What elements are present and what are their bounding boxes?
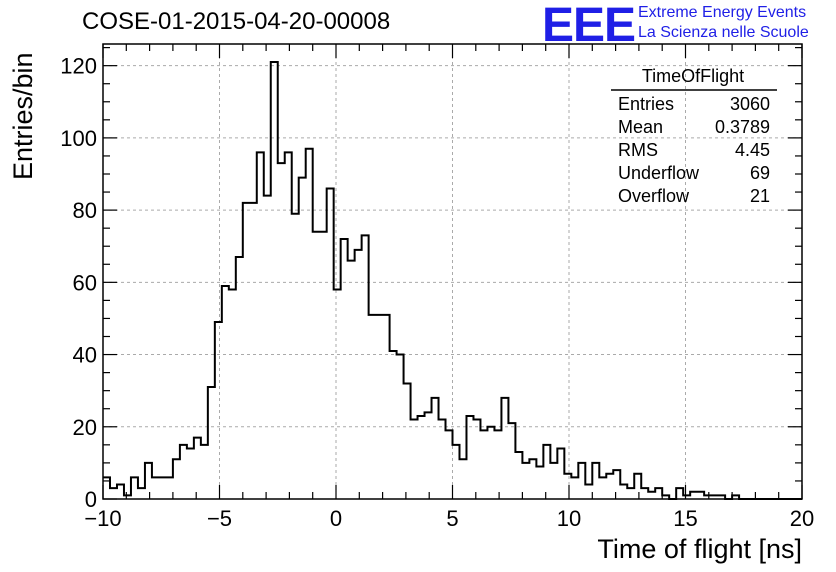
logo-mark: EEE xyxy=(542,0,636,52)
y-tick-label: 40 xyxy=(73,343,97,368)
stats-label-underflow: Underflow xyxy=(618,163,700,183)
y-axis-title: Entries/bin xyxy=(8,52,38,180)
stats-label-mean: Mean xyxy=(618,117,663,137)
eee-logo: EEE Extreme Energy Events La Scienza nel… xyxy=(542,0,836,52)
histogram-line xyxy=(103,61,802,500)
y-tick-label: 100 xyxy=(60,126,97,151)
stats-label-rms: RMS xyxy=(618,140,658,160)
x-tick-label: −5 xyxy=(207,506,232,531)
chart-title: COSE-01-2015-04-20-00008 xyxy=(82,8,391,35)
x-axis-title: Time of flight [ns] xyxy=(597,534,802,564)
logo-line-2: La Scienza nelle Scuole xyxy=(638,24,809,41)
x-tick-label: 20 xyxy=(790,506,814,531)
y-tick-label: 60 xyxy=(73,270,97,295)
y-tick-label: 80 xyxy=(73,198,97,223)
x-tick-label: 15 xyxy=(673,506,697,531)
stats-value-rms: 4.45 xyxy=(735,140,770,160)
stats-title: TimeOfFlight xyxy=(642,66,744,86)
stats-value-entries: 3060 xyxy=(730,94,770,114)
x-tick-label: −10 xyxy=(84,506,121,531)
stats-label-entries: Entries xyxy=(618,94,674,114)
y-tick-label: 0 xyxy=(85,487,97,512)
grid-lines xyxy=(103,44,802,499)
x-tick-label: 0 xyxy=(330,506,342,531)
stats-value-overflow: 21 xyxy=(750,186,770,206)
tick-labels: −10 −5 0 5 10 15 20 0 20 40 60 80 100 120 xyxy=(60,54,814,531)
stats-box: TimeOfFlight Entries 3060 Mean 0.3789 RM… xyxy=(611,66,777,206)
x-tick-label: 10 xyxy=(557,506,581,531)
x-tick-label: 5 xyxy=(446,506,458,531)
stats-label-overflow: Overflow xyxy=(618,186,690,206)
stats-value-mean: 0.3789 xyxy=(715,117,770,137)
stats-value-underflow: 69 xyxy=(750,163,770,183)
axis-ticks xyxy=(102,44,803,500)
y-tick-label: 120 xyxy=(60,54,97,79)
logo-line-1: Extreme Energy Events xyxy=(638,4,807,21)
y-tick-label: 20 xyxy=(73,415,97,440)
